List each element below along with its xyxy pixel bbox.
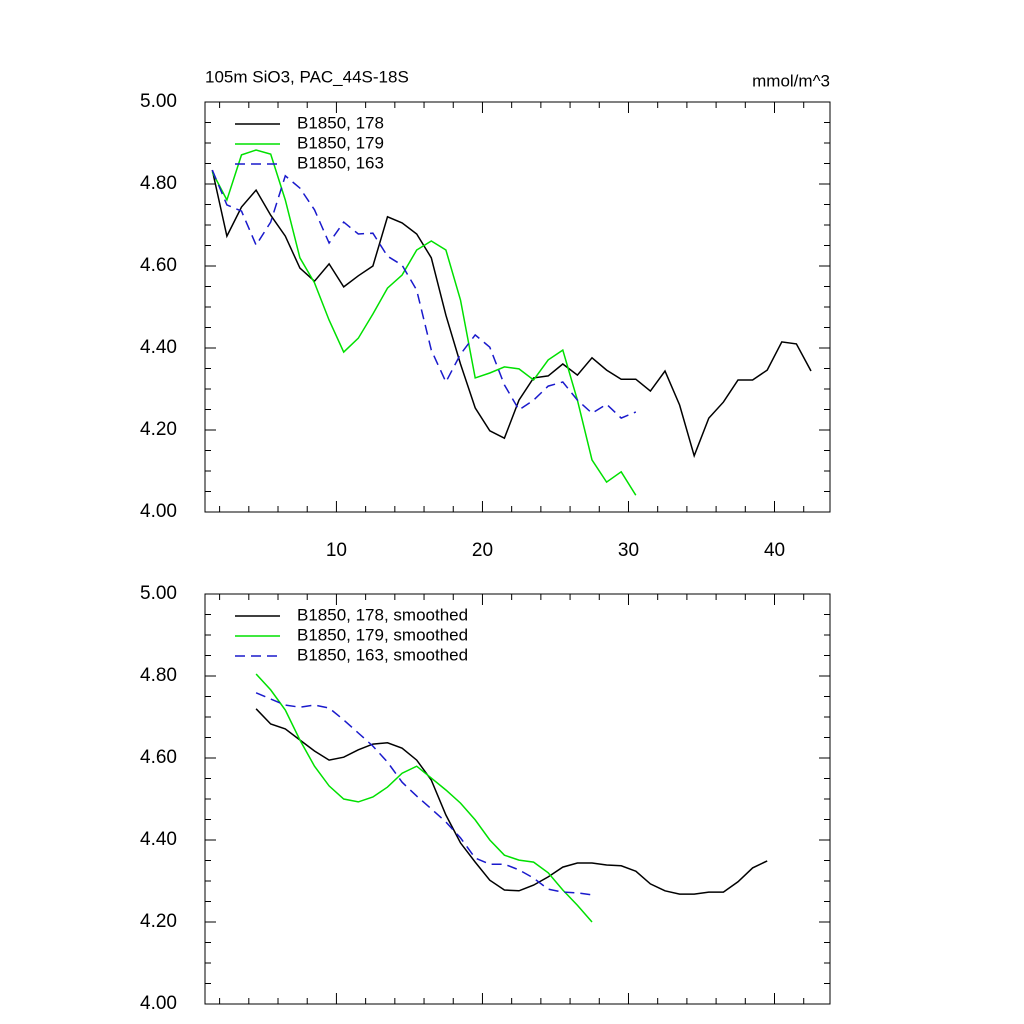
- y-tick-label: 4.80: [140, 173, 177, 194]
- y-tick-label: 5.00: [140, 583, 177, 604]
- series-line: [211, 149, 637, 496]
- y-tick-label: 4.00: [140, 993, 177, 1014]
- series-line: [255, 673, 593, 923]
- x-tick-label: 20: [472, 540, 493, 561]
- legend-label: B1850, 179, smoothed: [297, 625, 468, 644]
- x-tick-label: 30: [618, 540, 639, 561]
- y-tick-label: 4.20: [140, 911, 177, 932]
- x-tick-label: 10: [326, 540, 347, 561]
- y-tick-label: 4.40: [140, 829, 177, 850]
- y-tick-label: 4.60: [140, 747, 177, 768]
- x-tick-label: 40: [764, 540, 785, 561]
- chart-title: 105m SiO3, PAC_44S-18S: [205, 67, 409, 86]
- legend-label: B1850, 178, smoothed: [297, 605, 468, 624]
- units-label: mmol/m^3: [752, 71, 830, 90]
- y-tick-label: 4.60: [140, 255, 177, 276]
- y-tick-label: 4.40: [140, 337, 177, 358]
- series-line: [255, 708, 768, 895]
- legend-label: B1850, 163, smoothed: [297, 645, 468, 664]
- legend-label: B1850, 179: [297, 133, 384, 152]
- series-line: [255, 692, 593, 896]
- y-tick-label: 5.00: [140, 91, 177, 112]
- y-tick-label: 4.80: [140, 665, 177, 686]
- series-line: [211, 169, 637, 419]
- y-tick-label: 4.00: [140, 501, 177, 522]
- legend-label: B1850, 163: [297, 153, 384, 172]
- series-line: [211, 169, 812, 459]
- legend-label: B1850, 178: [297, 113, 384, 132]
- y-tick-label: 4.20: [140, 419, 177, 440]
